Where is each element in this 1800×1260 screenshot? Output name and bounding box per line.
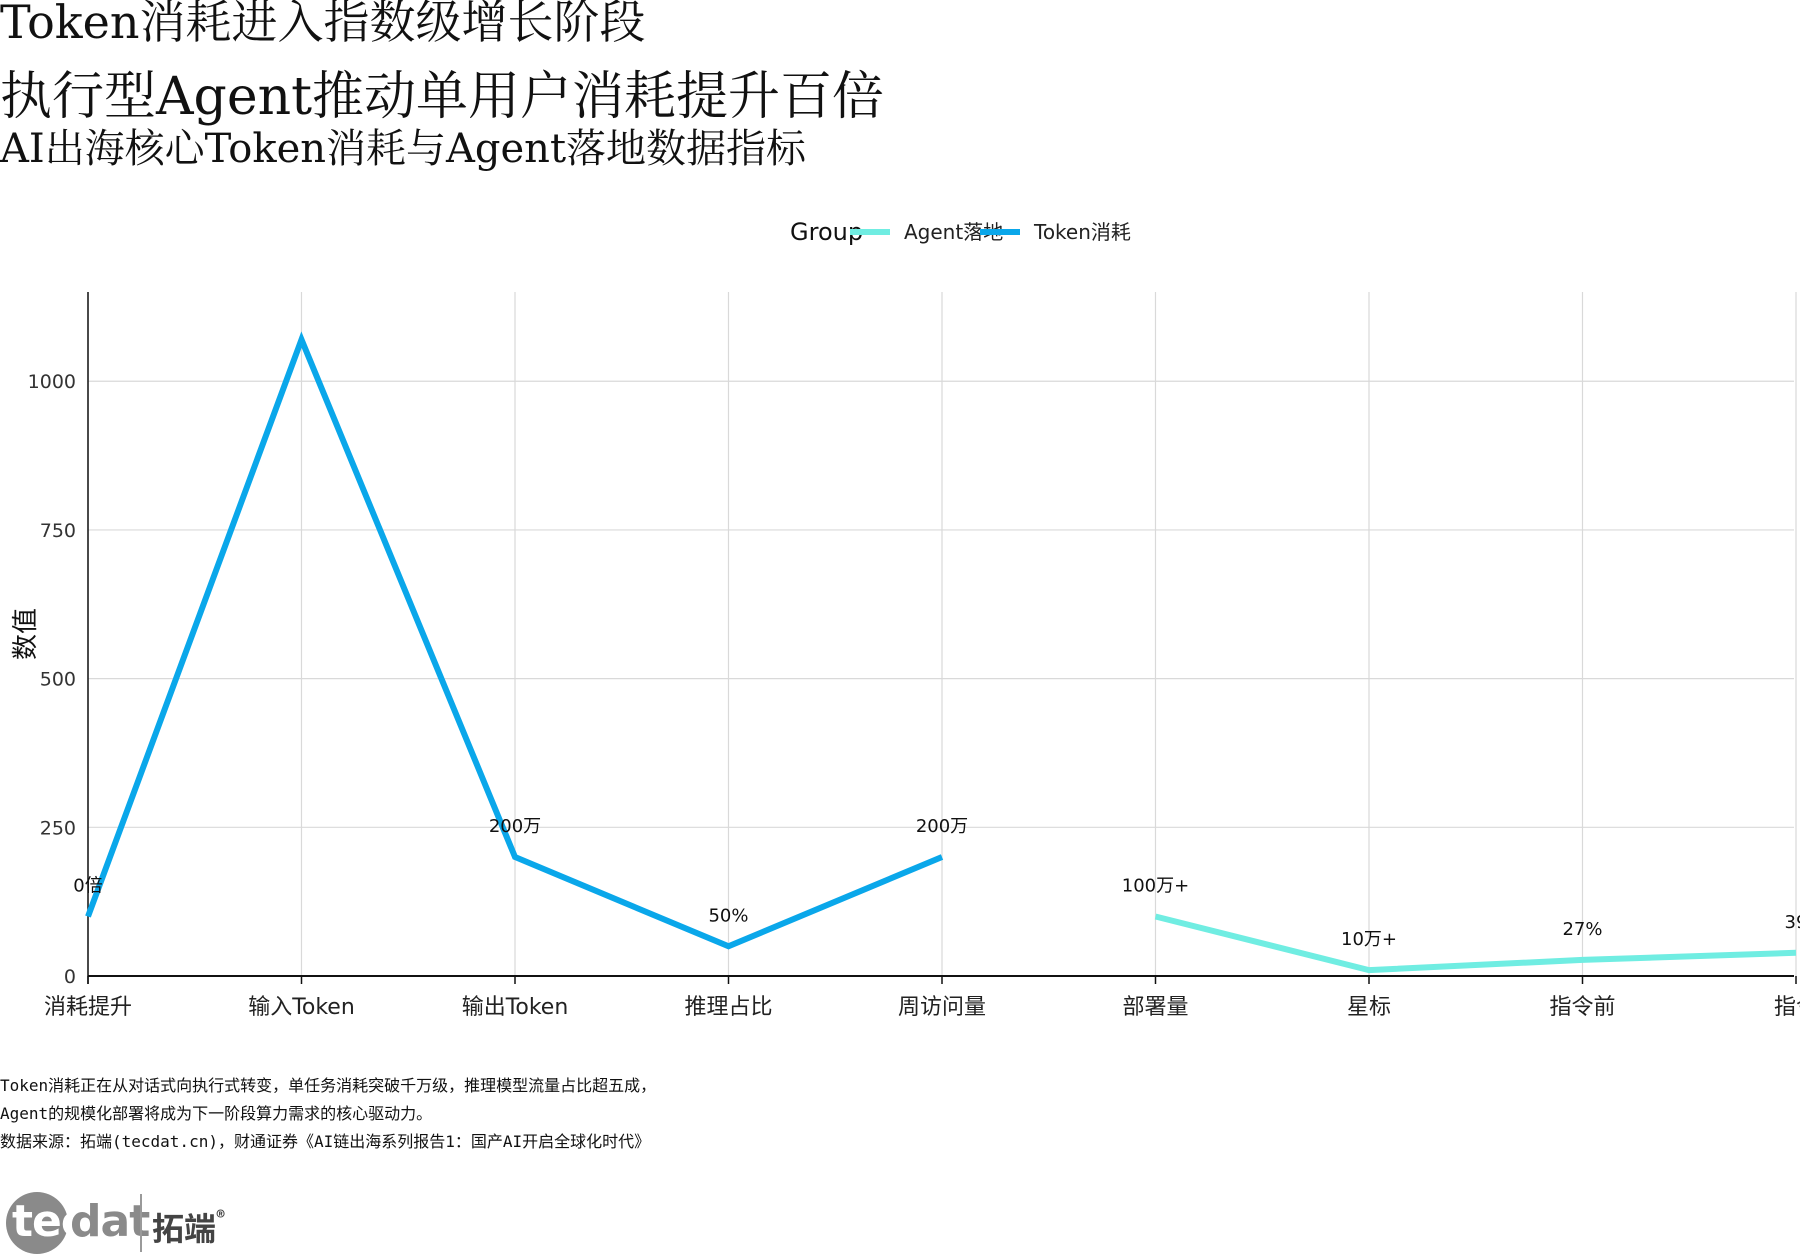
x-tick-label: 输出Token (462, 995, 569, 1020)
data-label: 100万+ (1122, 876, 1189, 897)
chart-subtitle: 执行型Agent推动单用户消耗提升百倍 (0, 67, 885, 127)
x-tick-label: 星标 (1347, 995, 1391, 1020)
x-tick-label: 输入Token (248, 995, 355, 1020)
tecdat-logo: tec dat 拓端® (6, 1186, 246, 1256)
y-tick-label: 250 (40, 817, 76, 839)
data-label: 39 (1785, 912, 1800, 933)
logo-text-cn: 拓端® (152, 1204, 225, 1250)
logo-divider (140, 1194, 142, 1252)
chart-caption: Token消耗正在从对话式向执行式转变，单任务消耗突破千万级，推理模型流量占比超… (0, 1072, 1200, 1156)
x-tick-label: 消耗提升 (44, 995, 132, 1020)
series-line-agent (1154, 913, 1797, 974)
x-tick-label: 周访问量 (898, 995, 986, 1020)
caption-line-2: Agent的规模化部署将成为下一阶段算力需求的核心驱动力。 (0, 1104, 433, 1123)
data-label: 200万 (916, 816, 968, 837)
data-label: 50% (708, 905, 748, 926)
y-tick-label: 1000 (28, 371, 76, 393)
logo-registered-mark: ® (216, 1204, 226, 1230)
y-tick-label: 750 (40, 520, 76, 542)
logo-cn-label: 拓端 (152, 1204, 217, 1250)
data-label: 27% (1562, 919, 1602, 940)
x-tick-label: 推理占比 (684, 995, 772, 1020)
data-label: 200万 (489, 816, 541, 837)
data-label: 10万+ (1341, 929, 1397, 950)
y-tick-label: 0 (64, 966, 76, 988)
data-label: 0倍 (73, 876, 102, 897)
logo-circle (6, 1192, 68, 1254)
chart-title: Token消耗进入指数级增长阶段 (0, 0, 646, 49)
caption-line-1: Token消耗正在从对话式向执行式转变，单任务消耗突破千万级，推理模型流量占比超… (0, 1076, 657, 1095)
x-tick-label: 部署量 (1122, 995, 1188, 1020)
logo-text-dat: dat (70, 1196, 150, 1247)
series-line-token (85, 331, 944, 950)
chart-subtitle-2: AI出海核心Token消耗与Agent落地数据指标 (0, 126, 807, 172)
x-tick-label: 指令前 (1549, 995, 1615, 1020)
legend-label: Token消耗 (1033, 220, 1131, 244)
caption-source: 数据来源：拓端(tecdat.cn)，财通证券《AI链出海系列报告1：国产AI开… (0, 1132, 651, 1151)
y-tick-label: 500 (40, 669, 76, 691)
logo-text-tec: tec (12, 1196, 87, 1247)
y-axis-label: 数值 (11, 608, 41, 660)
x-tick-label: 指令 (1774, 995, 1800, 1020)
